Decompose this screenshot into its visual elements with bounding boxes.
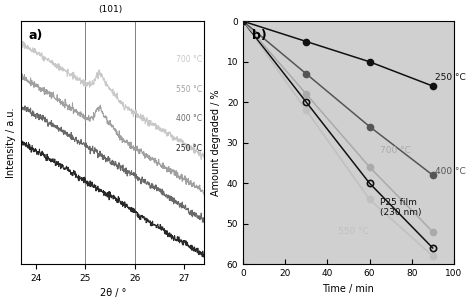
Text: 550 °C: 550 °C — [176, 85, 202, 95]
Text: 400 °C: 400 °C — [176, 114, 202, 123]
X-axis label: 2θ / °: 2θ / ° — [100, 288, 126, 299]
Y-axis label: Intensity / a.u.: Intensity / a.u. — [6, 108, 16, 178]
Text: 250 °C: 250 °C — [176, 144, 202, 154]
X-axis label: Time / min: Time / min — [322, 284, 374, 294]
Text: 700 °C: 700 °C — [380, 146, 411, 155]
Text: 700 °C: 700 °C — [176, 55, 202, 64]
Text: 550 °C: 550 °C — [338, 227, 369, 236]
Y-axis label: Amount degraded / %: Amount degraded / % — [211, 89, 221, 196]
Text: (101): (101) — [98, 5, 122, 14]
Text: 400 °C: 400 °C — [435, 167, 465, 175]
Text: 250 °C: 250 °C — [435, 74, 465, 82]
Text: a): a) — [28, 29, 43, 42]
Text: P25 film
(230 nm): P25 film (230 nm) — [380, 198, 421, 217]
Text: b): b) — [252, 29, 266, 42]
